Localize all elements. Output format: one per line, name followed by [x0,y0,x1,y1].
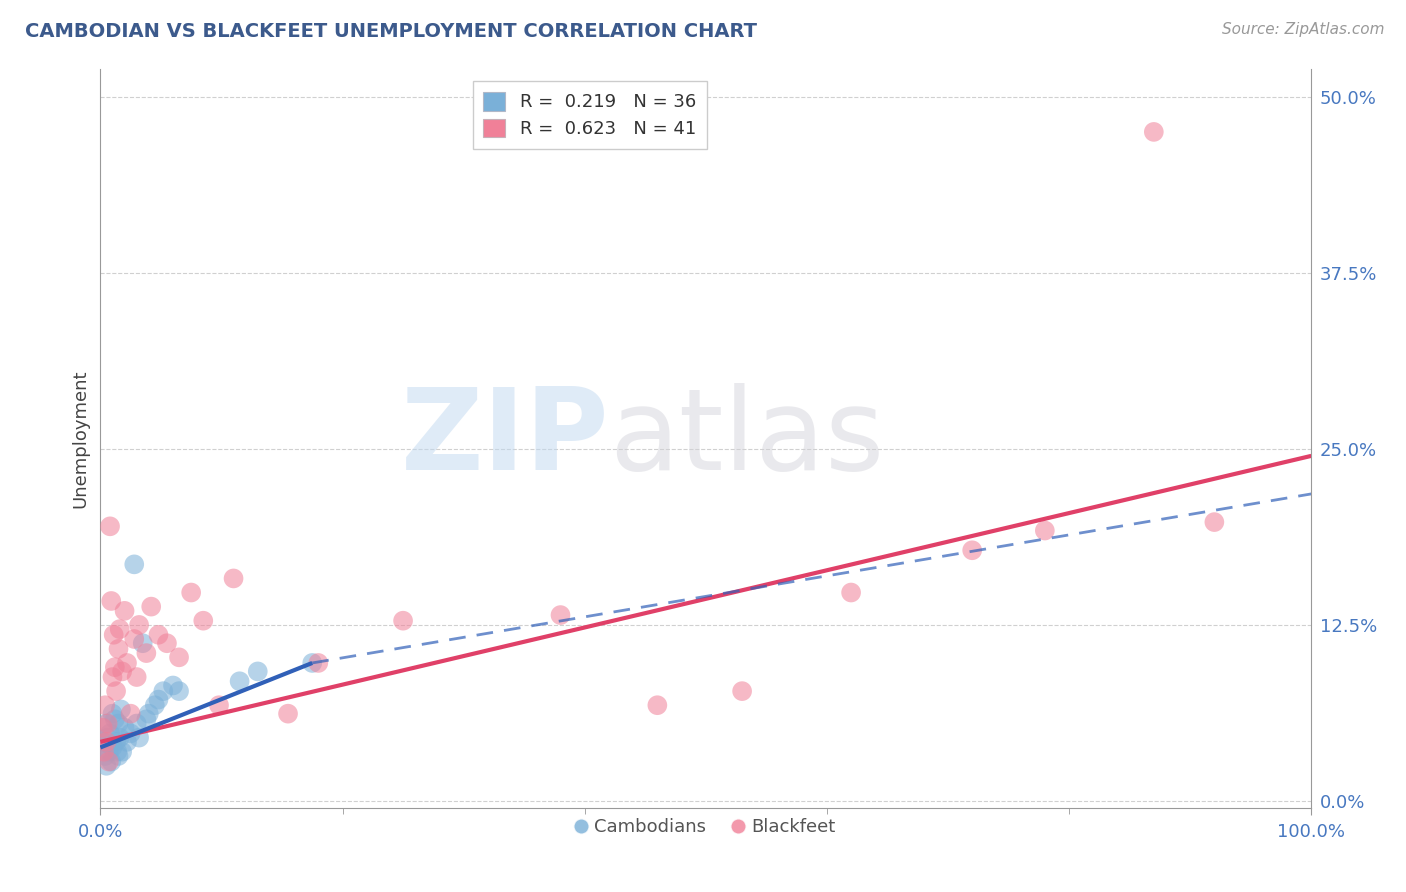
Point [98,519,121,533]
Point [839,585,862,599]
Text: CAMBODIAN VS BLACKFEET UNEMPLOYMENT CORRELATION CHART: CAMBODIAN VS BLACKFEET UNEMPLOYMENT CORR… [25,22,758,41]
Point [143,698,166,713]
Point [222,571,245,585]
Point [120,706,142,721]
Point [180,585,202,599]
Point [96,735,118,749]
Point [115,735,138,749]
Text: atlas: atlas [609,383,884,494]
Text: ZIP: ZIP [401,383,609,494]
Point [301,656,323,670]
Point [107,641,129,656]
Point [96,759,118,773]
Point [94,698,117,713]
Point [128,731,150,745]
Point [135,646,157,660]
Point [101,670,124,684]
Point [647,698,669,713]
Point [108,731,131,745]
Point [122,632,145,646]
Point [550,608,572,623]
Point [114,604,136,618]
Point [97,731,120,745]
Point [107,716,129,731]
Point [93,745,115,759]
Point [103,628,125,642]
Point [104,712,127,726]
Point [108,622,131,636]
Point [125,716,148,731]
Point [138,706,160,721]
Point [141,599,163,614]
Point [114,721,136,735]
Point [97,745,120,759]
Point [167,650,190,665]
Point [277,706,299,721]
Point [101,706,124,721]
Point [156,636,179,650]
Point [101,740,124,755]
Point [105,684,128,698]
Point [1143,125,1166,139]
Point [135,712,157,726]
Point [96,716,118,731]
Point [392,614,415,628]
Point [105,745,128,759]
Point [162,678,184,692]
Point [731,684,754,698]
Legend: Cambodians, Blackfeet: Cambodians, Blackfeet [569,811,842,843]
Text: Source: ZipAtlas.com: Source: ZipAtlas.com [1222,22,1385,37]
Point [91,735,114,749]
Point [132,636,155,650]
Point [128,618,150,632]
Point [111,745,134,759]
Point [110,702,132,716]
Point [120,726,142,740]
Point [100,755,122,769]
Point [111,665,134,679]
Point [152,684,174,698]
Point [208,698,231,713]
Y-axis label: Unemployment: Unemployment [72,369,89,508]
Point [960,543,983,558]
Point [100,594,122,608]
Point [97,755,120,769]
Point [97,716,120,731]
Point [148,628,170,642]
Point [98,726,121,740]
Point [307,656,329,670]
Point [1204,515,1226,529]
Point [228,674,250,689]
Point [105,735,128,749]
Point [1033,524,1056,538]
Point [246,665,269,679]
Point [94,748,117,763]
Point [148,692,170,706]
Point [125,670,148,684]
Point [193,614,215,628]
Point [91,721,114,735]
Point [93,740,115,755]
Point [167,684,190,698]
Point [104,660,127,674]
Point [107,748,129,763]
Point [115,656,138,670]
Point [122,558,145,572]
